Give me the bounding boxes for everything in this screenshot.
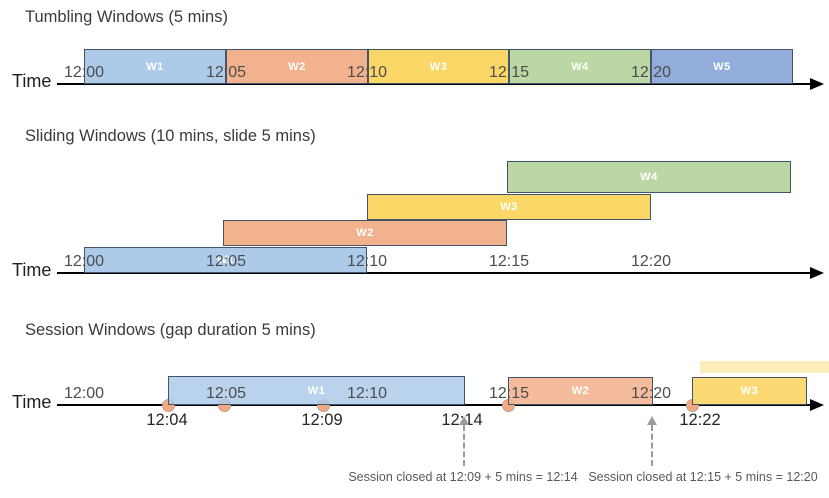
closure-arrow-line (651, 425, 653, 466)
event-time-label: 12:04 (146, 411, 188, 429)
window-label: W3 (500, 201, 518, 213)
window-label: W2 (571, 385, 590, 397)
closure-arrow-up-icon (459, 416, 469, 425)
window-box-tumbling-w3: W3 (368, 49, 509, 84)
window-label: W3 (429, 60, 448, 73)
window-box-tumbling-w5: W5 (651, 49, 793, 84)
window-overflow-hint (700, 361, 829, 373)
tick-label: 12:15 (488, 253, 530, 270)
window-label: W4 (640, 171, 658, 183)
timeline-arrowhead-sliding (810, 267, 824, 279)
section-title-tumbling: Tumbling Windows (5 mins) (25, 8, 228, 26)
tick-label: 12:00 (63, 253, 105, 270)
window-label: W4 (571, 60, 589, 73)
timeline-sliding (57, 272, 812, 274)
window-box-tumbling-w1: W1 (84, 49, 226, 84)
tick-label: 12:10 (346, 64, 388, 81)
event-time-label: 12:22 (679, 411, 721, 429)
section-title-session: Session Windows (gap duration 5 mins) (25, 321, 316, 339)
tick-label: 12:05 (205, 253, 247, 270)
tick-label: 12:15 (488, 385, 530, 402)
timeline-session (57, 404, 812, 406)
window-label: W2 (288, 60, 306, 73)
window-label: W2 (356, 227, 374, 239)
window-box-session-w3: W3 (692, 377, 807, 405)
time-axis-label-session: Time (12, 392, 52, 412)
tick-label: 12:00 (63, 385, 105, 402)
window-label: W3 (740, 385, 759, 397)
timeline-arrowhead-tumbling (810, 78, 824, 90)
tick-label: 12:10 (346, 385, 388, 402)
time-axis-label-sliding: Time (12, 260, 52, 280)
time-axis-label-tumbling: Time (12, 71, 52, 91)
tick-label: 12:20 (630, 64, 672, 81)
section-title-sliding: Sliding Windows (10 mins, slide 5 mins) (25, 127, 316, 145)
window-label: W1 (216, 254, 235, 266)
window-box-sliding-w4: W4 (507, 161, 791, 193)
window-box-tumbling-w2: W2 (226, 49, 368, 84)
window-box-session-w1: W1 (168, 376, 465, 405)
window-box-session-w2: W2 (508, 377, 653, 405)
tick-label: 12:05 (205, 64, 247, 81)
window-box-sliding-w2: W2 (223, 220, 507, 246)
tick-label: 12:00 (63, 64, 105, 81)
timeline-tumbling (57, 83, 812, 85)
tick-label: 12:20 (630, 385, 672, 402)
timeline-arrowhead-session (810, 399, 824, 411)
window-label: W1 (146, 60, 164, 73)
closure-arrow-up-icon (647, 416, 657, 425)
tick-label: 12:10 (346, 253, 388, 270)
tick-label: 12:20 (630, 253, 672, 270)
closure-arrow-line (463, 425, 465, 466)
window-box-tumbling-w4: W4 (509, 49, 651, 84)
tick-label: 12:05 (205, 385, 247, 402)
window-box-sliding-w1: W1 (84, 247, 367, 273)
closure-annotation: Session closed at 12:15 + 5 mins = 12:20 (588, 470, 818, 484)
closure-annotation: Session closed at 12:09 + 5 mins = 12:14 (348, 470, 578, 484)
tick-label: 12:15 (488, 64, 530, 81)
event-time-label: 12:09 (301, 411, 343, 429)
window-label: W5 (713, 60, 731, 73)
window-box-sliding-w3: W3 (367, 194, 651, 220)
window-label: W1 (307, 384, 326, 397)
